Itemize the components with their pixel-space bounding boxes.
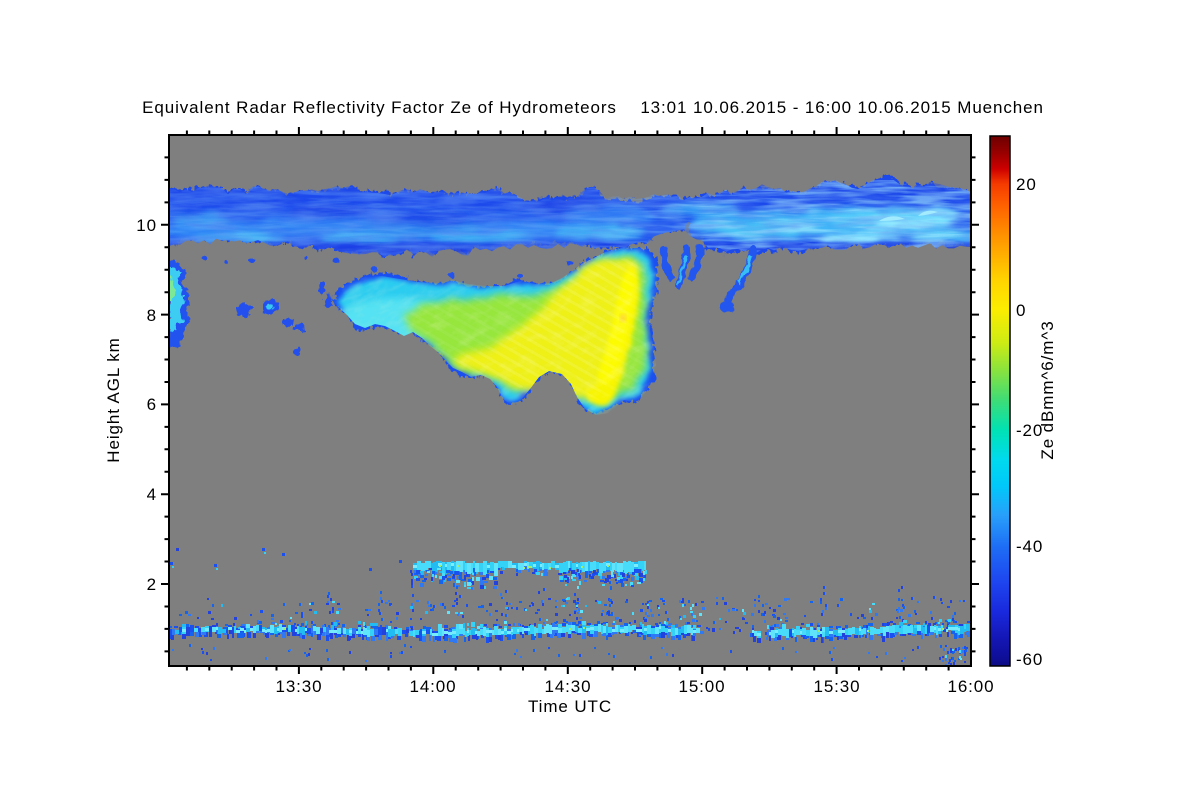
svg-text:Equivalent Radar Reflectivity: Equivalent Radar Reflectivity Factor Ze … [142, 98, 1044, 117]
svg-text:14:30: 14:30 [544, 677, 591, 696]
svg-text:15:30: 15:30 [813, 677, 860, 696]
svg-text:2: 2 [147, 575, 157, 594]
svg-text:0: 0 [1016, 301, 1026, 320]
svg-text:Height AGL km: Height AGL km [104, 337, 123, 462]
svg-text:Time UTC: Time UTC [528, 697, 612, 716]
svg-text:-20: -20 [1016, 421, 1043, 440]
svg-text:8: 8 [147, 306, 157, 325]
svg-text:Ze dBmm^6/m^3: Ze dBmm^6/m^3 [1038, 320, 1057, 459]
svg-text:16:00: 16:00 [947, 677, 994, 696]
svg-text:14:00: 14:00 [409, 677, 456, 696]
svg-text:4: 4 [147, 485, 157, 504]
svg-text:10: 10 [136, 216, 157, 235]
svg-text:-40: -40 [1016, 537, 1043, 556]
svg-text:-60: -60 [1016, 650, 1043, 669]
svg-text:6: 6 [147, 395, 157, 414]
svg-text:15:00: 15:00 [678, 677, 725, 696]
svg-text:13:30: 13:30 [275, 677, 322, 696]
svg-text:20: 20 [1016, 175, 1037, 194]
